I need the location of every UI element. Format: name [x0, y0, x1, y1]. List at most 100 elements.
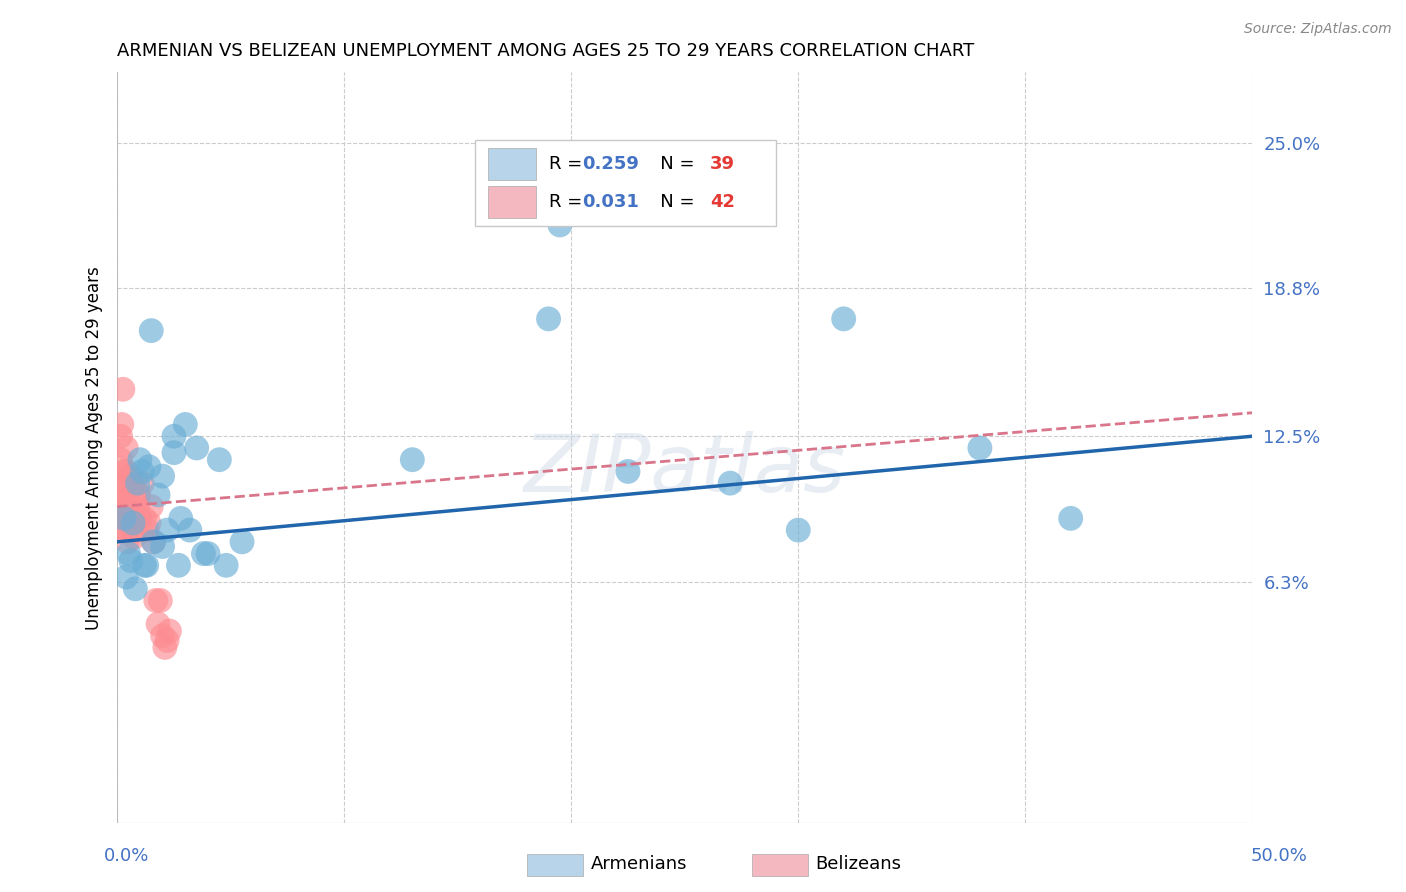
Point [131, 476, 153, 491]
Point [115, 441, 138, 455]
Point [111, 382, 134, 396]
Point [114, 476, 136, 491]
Point [163, 445, 186, 459]
Point [134, 511, 156, 525]
Point [152, 629, 174, 643]
Point [110, 429, 132, 443]
Point [152, 540, 174, 554]
Text: 39: 39 [710, 155, 735, 173]
Point [114, 492, 136, 507]
Point [117, 534, 139, 549]
Point [231, 534, 253, 549]
Point [131, 465, 153, 479]
Point [112, 511, 135, 525]
Point [122, 476, 145, 491]
Point [141, 500, 163, 514]
Point [127, 476, 149, 491]
Text: Belizeans: Belizeans [815, 855, 901, 873]
Text: N =: N = [643, 194, 700, 211]
Point [146, 488, 169, 502]
Point [117, 516, 139, 530]
Point [128, 511, 150, 525]
Text: 0.259: 0.259 [582, 155, 640, 173]
Point [117, 507, 139, 521]
Point [122, 516, 145, 530]
Point [128, 488, 150, 502]
Point [787, 523, 810, 537]
Point [135, 523, 157, 537]
Point [120, 553, 142, 567]
Point [125, 523, 148, 537]
Point [138, 459, 160, 474]
Text: ZIPatlas: ZIPatlas [523, 432, 846, 509]
Point [110, 452, 132, 467]
Text: ARMENIAN VS BELIZEAN UNEMPLOYMENT AMONG AGES 25 TO 29 YEARS CORRELATION CHART: ARMENIAN VS BELIZEAN UNEMPLOYMENT AMONG … [117, 42, 974, 60]
Point [156, 523, 179, 537]
Point [108, 476, 131, 491]
Point [146, 617, 169, 632]
Text: Source: ZipAtlas.com: Source: ZipAtlas.com [1244, 22, 1392, 37]
Point [117, 500, 139, 514]
Point [134, 558, 156, 573]
Text: 42: 42 [710, 194, 735, 211]
Point [186, 441, 208, 455]
Point [170, 511, 193, 525]
Point [197, 547, 219, 561]
FancyBboxPatch shape [488, 148, 536, 180]
Point [617, 465, 640, 479]
Point [124, 582, 146, 596]
Point [156, 633, 179, 648]
Point [107, 500, 129, 514]
Text: 50.0%: 50.0% [1251, 847, 1308, 865]
Point [548, 218, 571, 232]
Text: 0.0%: 0.0% [104, 847, 149, 865]
Point [108, 488, 131, 502]
Point [157, 624, 180, 638]
Point [401, 452, 423, 467]
Point [124, 492, 146, 507]
Point [142, 534, 165, 549]
FancyBboxPatch shape [488, 186, 536, 218]
Point [208, 452, 231, 467]
Point [112, 523, 135, 537]
Y-axis label: Unemployment Among Ages 25 to 29 years: Unemployment Among Ages 25 to 29 years [86, 266, 103, 630]
Point [138, 516, 160, 530]
Point [121, 511, 143, 525]
Point [537, 311, 560, 326]
Point [111, 511, 134, 525]
Text: R =: R = [548, 155, 588, 173]
Text: R =: R = [548, 194, 588, 211]
Text: N =: N = [643, 155, 700, 173]
Point [215, 558, 238, 573]
Point [174, 417, 197, 432]
Point [120, 500, 142, 514]
FancyBboxPatch shape [475, 140, 776, 227]
Point [832, 311, 855, 326]
Point [153, 640, 176, 655]
Point [179, 523, 201, 537]
Point [193, 547, 215, 561]
Point [135, 558, 157, 573]
Point [122, 530, 145, 544]
Point [115, 465, 138, 479]
Point [167, 558, 190, 573]
Point [112, 465, 135, 479]
Point [111, 417, 134, 432]
Text: 0.031: 0.031 [582, 194, 640, 211]
Point [127, 500, 149, 514]
Point [718, 476, 741, 491]
Point [117, 547, 139, 561]
Point [149, 593, 172, 607]
Point [1060, 511, 1083, 525]
Point [128, 452, 150, 467]
Point [118, 469, 141, 483]
Point [969, 441, 991, 455]
Point [111, 523, 134, 537]
Point [141, 324, 163, 338]
Point [152, 469, 174, 483]
Point [163, 429, 186, 443]
Point [142, 534, 165, 549]
Text: Armenians: Armenians [591, 855, 688, 873]
Point [145, 593, 167, 607]
Point [115, 570, 138, 584]
